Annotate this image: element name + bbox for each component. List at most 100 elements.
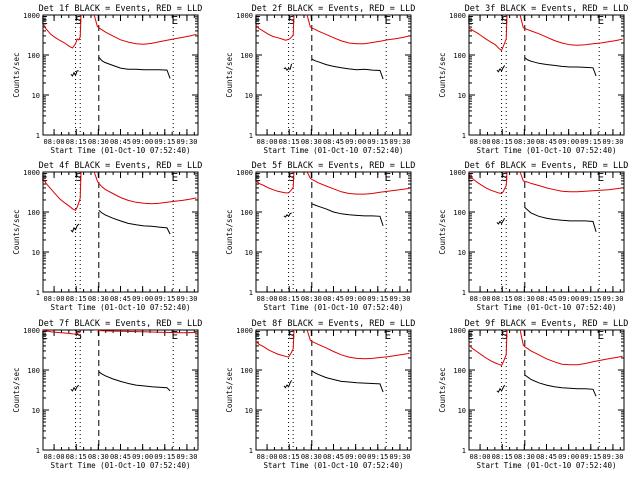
y-tick-label: 1 xyxy=(36,132,40,140)
lld-line xyxy=(469,172,508,195)
chart-panel: Det 6f BLACK = Events, RED = LLD 1 10 100 10… xyxy=(438,161,628,312)
event-marker-label: S xyxy=(75,14,82,27)
y-tick-label: 100 xyxy=(27,52,40,60)
chart-title: Det 4f BLACK = Events, RED = LLD xyxy=(39,161,203,171)
x-axis-label: Start Time (01-Oct-10 07:52:40) xyxy=(477,461,617,470)
lld-line xyxy=(306,172,410,195)
x-tick-label: 09:15 xyxy=(154,295,175,303)
event-marker-label: E xyxy=(171,329,178,342)
y-tick-label: 1 xyxy=(249,447,253,455)
x-axis-label: Start Time (01-Oct-10 07:52:40) xyxy=(264,303,404,312)
chart-title: Det 9f BLACK = Events, RED = LLD xyxy=(465,319,629,329)
y-tick-label: 1 xyxy=(462,289,466,297)
x-tick-label: 08:30 xyxy=(514,295,535,303)
y-tick-label: 10 xyxy=(458,92,466,100)
y-tick-label: 10 xyxy=(245,407,253,415)
events-line xyxy=(496,217,506,225)
y-tick-label: 10 xyxy=(245,249,253,257)
x-tick-label: 09:15 xyxy=(367,453,388,461)
event-marker-label: S xyxy=(75,329,82,342)
x-tick-label: 09:00 xyxy=(132,453,153,461)
events-line xyxy=(70,70,79,77)
x-tick-label: 08:45 xyxy=(110,453,131,461)
x-tick-label: 08:00 xyxy=(44,138,65,146)
event-marker-label: E xyxy=(41,329,48,342)
plot-frame xyxy=(42,329,199,451)
events-line xyxy=(496,65,506,73)
x-tick-label: 08:15 xyxy=(279,453,300,461)
event-marker-label: E xyxy=(467,171,474,184)
y-tick-label: 100 xyxy=(27,367,40,375)
y-tick-label: 1000 xyxy=(449,12,466,20)
event-marker-label: E xyxy=(467,14,474,27)
x-tick-label: 08:15 xyxy=(66,138,87,146)
lld-line xyxy=(469,15,508,52)
y-axis-label: Counts/sec xyxy=(225,209,234,254)
y-tick-label: 10 xyxy=(32,249,40,257)
x-axis-label: Start Time (01-Oct-10 07:52:40) xyxy=(51,461,191,470)
y-tick-label: 1 xyxy=(36,447,40,455)
chart-panel: Det 2f BLACK = Events, RED = LLD 1 10 100 10… xyxy=(225,4,415,155)
x-tick-label: 08:30 xyxy=(88,138,109,146)
x-tick-label: 09:00 xyxy=(558,138,579,146)
y-tick-label: 1 xyxy=(462,447,466,455)
x-tick-label: 09:30 xyxy=(602,453,623,461)
x-tick-label: 08:45 xyxy=(323,138,344,146)
lld-line xyxy=(93,15,197,45)
y-tick-label: 1 xyxy=(36,289,40,297)
plot-frame xyxy=(468,14,625,136)
x-tick-label: 08:00 xyxy=(44,295,65,303)
y-tick-label: 1 xyxy=(249,132,253,140)
y-tick-label: 100 xyxy=(240,209,253,217)
x-tick-label: 08:45 xyxy=(110,295,131,303)
lld-line xyxy=(43,172,82,211)
events-line xyxy=(524,207,597,232)
x-tick-label: 09:30 xyxy=(389,295,410,303)
x-tick-label: 08:30 xyxy=(301,453,322,461)
x-tick-label: 09:15 xyxy=(367,295,388,303)
x-tick-label: 08:00 xyxy=(257,453,278,461)
y-tick-label: 1000 xyxy=(236,169,253,177)
x-tick-label: 08:15 xyxy=(279,138,300,146)
event-marker-label: S xyxy=(288,14,295,27)
chart-title: Det 7f BLACK = Events, RED = LLD xyxy=(39,319,203,329)
events-line xyxy=(311,370,384,393)
x-tick-label: 08:00 xyxy=(257,295,278,303)
chart-panel: Det 7f BLACK = Events, RED = LLD 1 10 100 10… xyxy=(12,319,202,470)
x-tick-label: 08:15 xyxy=(492,453,513,461)
events-line xyxy=(311,203,384,227)
plot-frame xyxy=(42,14,199,136)
event-marker-label: E xyxy=(254,329,261,342)
events-line xyxy=(70,384,80,392)
event-marker-label: E xyxy=(254,171,261,184)
event-marker-label: E xyxy=(254,14,261,27)
events-line xyxy=(524,374,597,397)
y-tick-label: 10 xyxy=(32,92,40,100)
y-tick-label: 1000 xyxy=(23,327,40,335)
event-marker-label: E xyxy=(384,329,391,342)
plot-frame xyxy=(255,329,412,451)
y-tick-label: 10 xyxy=(458,407,466,415)
y-tick-label: 100 xyxy=(453,52,466,60)
x-tick-label: 08:30 xyxy=(88,295,109,303)
x-tick-label: 09:15 xyxy=(367,138,388,146)
x-tick-label: 08:45 xyxy=(323,295,344,303)
events-line xyxy=(98,371,171,392)
event-marker-label: E xyxy=(597,329,604,342)
x-tick-label: 08:30 xyxy=(301,295,322,303)
events-line xyxy=(98,209,171,235)
lld-line xyxy=(93,172,197,205)
y-tick-label: 100 xyxy=(453,367,466,375)
lld-line xyxy=(306,330,410,360)
chart-title: Det 1f BLACK = Events, RED = LLD xyxy=(39,4,203,14)
chart-panel: Det 8f BLACK = Events, RED = LLD 1 10 100 10… xyxy=(225,319,415,470)
x-tick-label: 08:15 xyxy=(492,138,513,146)
x-tick-label: 09:30 xyxy=(389,138,410,146)
event-marker-label: S xyxy=(288,171,295,184)
chart-title: Det 5f BLACK = Events, RED = LLD xyxy=(252,161,416,171)
lld-line xyxy=(256,172,295,194)
plot-frame xyxy=(42,171,199,293)
x-tick-label: 08:00 xyxy=(257,138,278,146)
chart-panel: Det 5f BLACK = Events, RED = LLD 1 10 100 10… xyxy=(225,161,415,312)
y-tick-label: 1000 xyxy=(449,327,466,335)
